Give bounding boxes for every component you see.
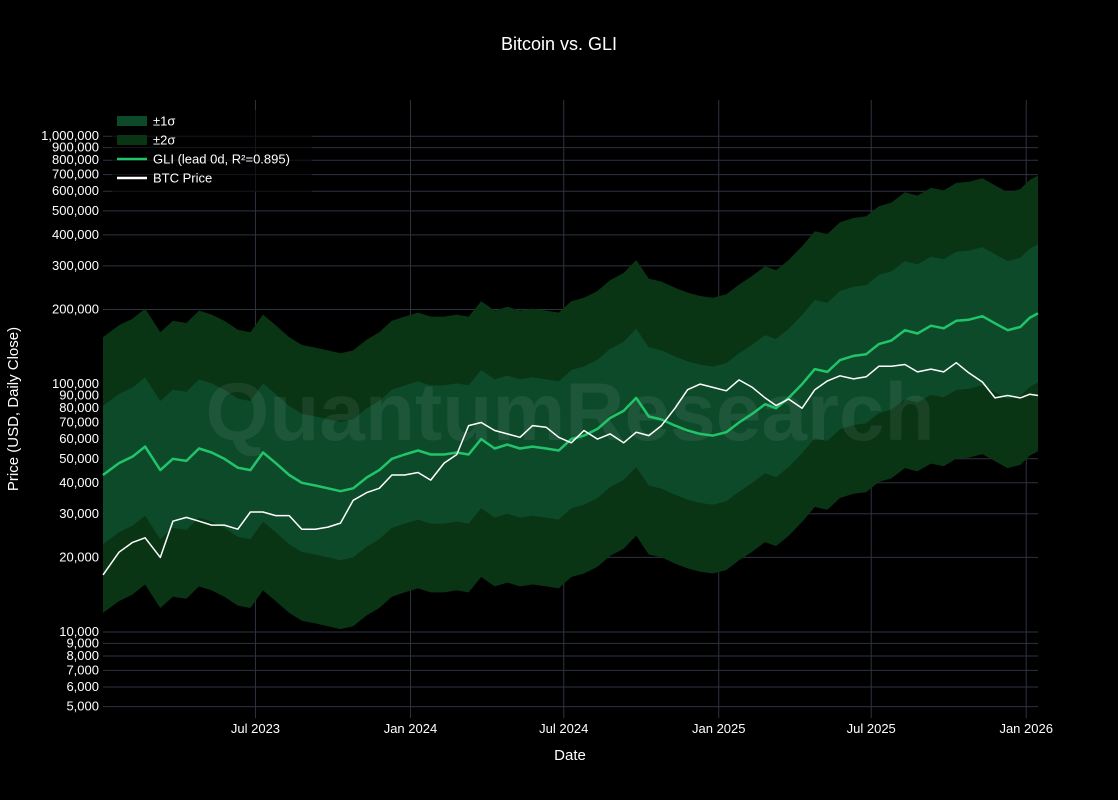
y-tick-label: 9,000 (66, 635, 99, 650)
x-tick-label: Jan 2025 (692, 721, 746, 736)
legend-item[interactable]: ±2σ (117, 133, 175, 148)
x-tick-label: Jul 2023 (231, 721, 280, 736)
y-tick-label: 700,000 (52, 167, 99, 182)
y-tick-label: 10,000 (59, 624, 99, 639)
legend-item[interactable]: BTC Price (117, 171, 212, 186)
y-tick-label: 800,000 (52, 152, 99, 167)
sigma-bands (103, 175, 1038, 630)
y-tick-label: 900,000 (52, 140, 99, 155)
y-tick-label: 90,000 (59, 387, 99, 402)
watermark: QuantumResearch (205, 367, 934, 458)
x-tick-label: Jul 2024 (539, 721, 588, 736)
legend-label: GLI (lead 0d, R²=0.895) (153, 152, 290, 167)
x-tick-label: Jul 2025 (847, 721, 896, 736)
legend-label: ±2σ (153, 133, 175, 148)
btc-price-line (102, 361, 1039, 576)
y-tick-label: 7,000 (66, 662, 99, 677)
y-tick-label: 8,000 (66, 648, 99, 663)
x-axis-ticks: Jul 2023 Jan 2024 Jul 2024 Jan 2025 Jul 2025… (231, 721, 1053, 736)
x-tick-label: Jan 2024 (384, 721, 438, 736)
y-tick-label: 300,000 (52, 258, 99, 273)
chart-title: Bitcoin vs. GLI (501, 34, 617, 54)
legend-swatch (117, 135, 147, 145)
legend-label: ±1σ (153, 114, 175, 129)
y-tick-label: 1,000,000 (41, 128, 99, 143)
legend-item[interactable]: GLI (lead 0d, R²=0.895) (117, 152, 290, 167)
band-1-sigma (103, 244, 1038, 561)
y-tick-label: 5,000 (66, 699, 99, 714)
y-tick-label: 40,000 (59, 475, 99, 490)
y-tick-label: 400,000 (52, 227, 99, 242)
y-tick-label: 500,000 (52, 203, 99, 218)
legend-swatch (117, 116, 147, 126)
y-tick-label: 200,000 (52, 302, 99, 317)
series-lines (102, 312, 1039, 576)
legend-item[interactable]: ±1σ (117, 114, 175, 129)
y-tick-label: 30,000 (59, 506, 99, 521)
legend-label: BTC Price (153, 171, 212, 186)
y-tick-label: 60,000 (59, 431, 99, 446)
y-axis-title: Price (USD, Daily Close) (5, 327, 22, 491)
y-tick-label: 100,000 (52, 376, 99, 391)
y-tick-label: 50,000 (59, 451, 99, 466)
x-axis-title: Date (554, 747, 586, 764)
x-tick-label: Jan 2026 (999, 721, 1053, 736)
y-tick-label: 70,000 (59, 415, 99, 430)
y-tick-label: 6,000 (66, 679, 99, 694)
y-tick-label: 20,000 (59, 549, 99, 564)
y-tick-label: 80,000 (59, 400, 99, 415)
legend[interactable]: ±1σ ±2σ GLI (lead 0d, R²=0.895) BTC Price (112, 110, 312, 192)
y-tick-label: 600,000 (52, 183, 99, 198)
